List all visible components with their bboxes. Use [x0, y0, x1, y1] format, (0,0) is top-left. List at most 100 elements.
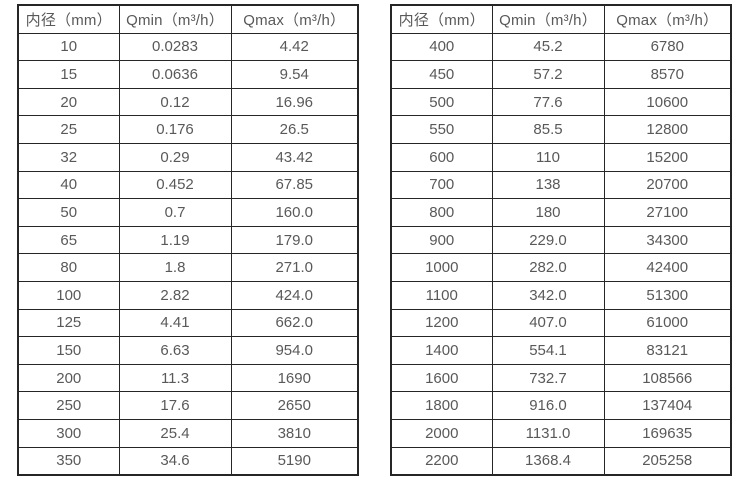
- table-cell: 125: [17, 308, 120, 338]
- table-cell: 11.3: [118, 363, 232, 393]
- table-cell: 34.6: [118, 446, 232, 476]
- table-row: 500 77.6 10600: [390, 87, 732, 117]
- table-cell: 1131.0: [491, 418, 605, 448]
- table-row: 25 0.176 26.5: [17, 115, 359, 144]
- table-row: 1600 732.7 108566: [390, 363, 732, 393]
- table-cell: 1200: [390, 308, 493, 338]
- table-row: 400 45.2 6780: [390, 32, 732, 62]
- table-cell: 6.63: [118, 336, 232, 365]
- table-cell: 700: [390, 170, 493, 200]
- table-cell: 42400: [603, 253, 732, 282]
- column-header: Qmax（m³/h）: [230, 4, 359, 34]
- table-row: 1200 407.0 61000: [390, 308, 732, 338]
- table-cell: 180: [491, 198, 605, 227]
- table-cell: 1368.4: [491, 446, 605, 476]
- table-cell: 916.0: [491, 391, 605, 420]
- table-cell: 51300: [603, 280, 732, 310]
- table-cell: 732.7: [491, 363, 605, 393]
- table-cell: 32: [17, 142, 120, 172]
- table-cell: 271.0: [230, 253, 359, 282]
- table-cell: 0.452: [118, 170, 232, 200]
- table-cell: 25.4: [118, 418, 232, 448]
- table-cell: 43.42: [230, 142, 359, 172]
- table-row: 700 138 20700: [390, 170, 732, 200]
- table-cell: 200: [17, 363, 120, 393]
- table-row: 300 25.4 3810: [17, 418, 359, 448]
- table-row: 50 0.7 160.0: [17, 198, 359, 227]
- table-cell: 0.7: [118, 198, 232, 227]
- table-cell: 2650: [230, 391, 359, 420]
- table-row-header: 内径（mm） Qmin（m³/h） Qmax（m³/h）: [17, 4, 359, 34]
- table-cell: 300: [17, 418, 120, 448]
- table-cell: 0.29: [118, 142, 232, 172]
- table-cell: 5190: [230, 446, 359, 476]
- table-cell: 27100: [603, 198, 732, 227]
- table-row: 1000 282.0 42400: [390, 253, 732, 282]
- table-cell: 342.0: [491, 280, 605, 310]
- table-cell: 160.0: [230, 198, 359, 227]
- table-cell: 350: [17, 446, 120, 476]
- table-cell: 45.2: [491, 32, 605, 62]
- table-cell: 1400: [390, 336, 493, 365]
- table-header-row: 内径（mm） Qmin（m³/h） Qmax（m³/h）: [390, 4, 732, 34]
- table-cell: 282.0: [491, 253, 605, 282]
- table-cell: 61000: [603, 308, 732, 338]
- table-cell: 1690: [230, 363, 359, 393]
- table-cell: 3810: [230, 418, 359, 448]
- table-row: 1100 342.0 51300: [390, 280, 732, 310]
- table-cell: 1800: [390, 391, 493, 420]
- table-cell: 500: [390, 87, 493, 117]
- table-row: 10 0.0283 4.42: [17, 32, 359, 62]
- table-cell: 2000: [390, 418, 493, 448]
- table-row: 65 1.19 179.0: [17, 225, 359, 255]
- table-cell: 85.5: [491, 115, 605, 144]
- table-cell: 20700: [603, 170, 732, 200]
- table-cell: 450: [390, 60, 493, 89]
- table-cell: 250: [17, 391, 120, 420]
- table-cell: 407.0: [491, 308, 605, 338]
- table-row: 250 17.6 2650: [17, 391, 359, 420]
- table-cell: 65: [17, 225, 120, 255]
- table-cell: 50: [17, 198, 120, 227]
- table-cell: 800: [390, 198, 493, 227]
- table-cell: 4.41: [118, 308, 232, 338]
- table-cell: 16.96: [230, 87, 359, 117]
- table-row: 2200 1368.4 205258: [390, 446, 732, 476]
- table-cell: 110: [491, 142, 605, 172]
- table-header-row: 内径（mm） Qmin（m³/h） Qmax（m³/h）: [17, 4, 359, 34]
- table-cell: 0.0636: [118, 60, 232, 89]
- table-cell: 550: [390, 115, 493, 144]
- table-cell: 77.6: [491, 87, 605, 117]
- table-cell: 137404: [603, 391, 732, 420]
- table-cell: 400: [390, 32, 493, 62]
- table-cell: 40: [17, 170, 120, 200]
- column-header: Qmin（m³/h）: [118, 4, 232, 34]
- table-body: 400 45.2 6780 450 57.2 8570 500 77.6 10600 550 85.…: [390, 32, 732, 476]
- table-cell: 0.12: [118, 87, 232, 117]
- table-row: 100 2.82 424.0: [17, 280, 359, 310]
- table-cell: 0.0283: [118, 32, 232, 62]
- flow-table-left: 内径（mm） Qmin（m³/h） Qmax（m³/h） 10 0.0283 4.42 1…: [17, 4, 359, 477]
- table-row: 550 85.5 12800: [390, 115, 732, 144]
- table-row: 900 229.0 34300: [390, 225, 732, 255]
- table-row: 32 0.29 43.42: [17, 142, 359, 172]
- table-cell: 17.6: [118, 391, 232, 420]
- table-cell: 67.85: [230, 170, 359, 200]
- table-cell: 169635: [603, 418, 732, 448]
- table-cell: 138: [491, 170, 605, 200]
- table-cell: 57.2: [491, 60, 605, 89]
- table-row: 1400 554.1 83121: [390, 336, 732, 365]
- table-cell: 1.19: [118, 225, 232, 255]
- table-body: 10 0.0283 4.42 15 0.0636 9.54 20 0.12 16.96 25 0.1…: [17, 32, 359, 476]
- table-cell: 0.176: [118, 115, 232, 144]
- table-cell: 10: [17, 32, 120, 62]
- table-cell: 2200: [390, 446, 493, 476]
- table-cell: 80: [17, 253, 120, 282]
- table-cell: 25: [17, 115, 120, 144]
- column-header: 内径（mm）: [390, 4, 493, 34]
- table-cell: 83121: [603, 336, 732, 365]
- table-cell: 424.0: [230, 280, 359, 310]
- table-cell: 954.0: [230, 336, 359, 365]
- table-row: 200 11.3 1690: [17, 363, 359, 393]
